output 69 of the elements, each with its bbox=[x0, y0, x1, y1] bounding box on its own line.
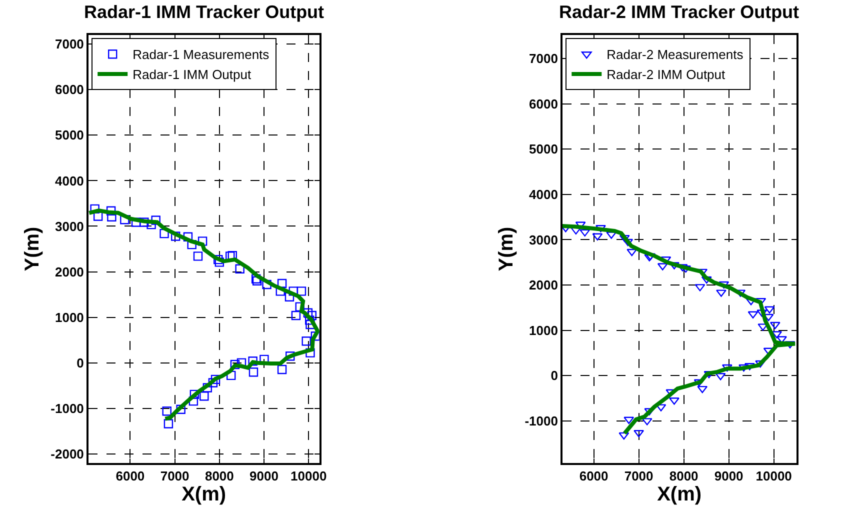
x-tick-label: 9000 bbox=[714, 468, 744, 484]
y-tick-label: 5000 bbox=[529, 142, 558, 157]
y-tick-label: 7000 bbox=[54, 36, 84, 52]
point bbox=[106, 206, 116, 216]
y-tick-label: 6000 bbox=[529, 96, 558, 112]
point bbox=[302, 336, 311, 346]
point bbox=[715, 372, 726, 380]
point bbox=[183, 232, 193, 242]
y-tick-label: -2000 bbox=[50, 446, 84, 462]
point bbox=[190, 390, 200, 400]
point bbox=[618, 432, 630, 440]
x-tick-label: 6000 bbox=[579, 468, 608, 484]
legend-label: Radar-1 IMM Output bbox=[132, 67, 252, 82]
y-tick-label: 1000 bbox=[54, 310, 84, 325]
y-tick-label: 3000 bbox=[54, 218, 84, 234]
point bbox=[770, 322, 780, 330]
x-axis-title: X(m) bbox=[182, 483, 226, 506]
point bbox=[200, 392, 209, 401]
point bbox=[198, 236, 208, 246]
point bbox=[210, 374, 220, 384]
point bbox=[592, 233, 603, 241]
point bbox=[162, 406, 172, 416]
point bbox=[306, 348, 315, 358]
y-tick-label: -1000 bbox=[50, 400, 84, 416]
y-axis-title: Y(m) bbox=[22, 226, 44, 272]
point bbox=[248, 356, 258, 366]
x-tick-label: 10000 bbox=[290, 468, 327, 484]
point bbox=[286, 352, 295, 361]
x-tick-label: 8000 bbox=[204, 468, 234, 484]
y-tick-label: 5000 bbox=[54, 128, 84, 143]
point bbox=[208, 378, 218, 388]
point bbox=[697, 386, 708, 394]
y-tick-label: 2000 bbox=[529, 278, 558, 293]
point bbox=[580, 229, 590, 237]
point bbox=[701, 276, 712, 284]
legend-label: Radar-2 Measurements bbox=[606, 47, 744, 62]
y-tick-label: 0 bbox=[76, 355, 84, 370]
point bbox=[626, 248, 638, 256]
point bbox=[93, 212, 103, 221]
y-tick-label: 6000 bbox=[54, 82, 84, 98]
y-tick-label: 3000 bbox=[529, 232, 558, 248]
y-tick-label: 4000 bbox=[529, 186, 558, 202]
x-tick-label: 7000 bbox=[624, 468, 654, 484]
legend-label: Radar-1 Measurements bbox=[132, 47, 270, 62]
x-tick-label: 9000 bbox=[250, 468, 278, 484]
y-tick-label: 1000 bbox=[529, 322, 558, 338]
x-tick-label: 7000 bbox=[160, 468, 190, 484]
point bbox=[277, 364, 287, 374]
point bbox=[669, 398, 680, 405]
point bbox=[248, 368, 258, 377]
x-tick-label: 6000 bbox=[116, 468, 145, 484]
point bbox=[296, 286, 306, 296]
point bbox=[193, 252, 203, 261]
y-tick-label: 0 bbox=[550, 368, 558, 384]
point bbox=[230, 360, 240, 370]
point bbox=[164, 419, 174, 428]
chart-title: Radar-2 IMM Tracker Output bbox=[559, 2, 800, 22]
x-tick-label: 8000 bbox=[669, 468, 698, 484]
legend-label: Radar-2 IMM Output bbox=[606, 67, 726, 82]
y-tick-label: 2000 bbox=[54, 264, 84, 280]
y-tick-label: 4000 bbox=[54, 173, 84, 188]
point bbox=[722, 364, 732, 372]
y-tick-label: 7000 bbox=[529, 51, 558, 66]
x-axis-title: X(m) bbox=[657, 483, 702, 506]
y-tick-label: -1000 bbox=[524, 413, 558, 428]
x-tick-label: 10000 bbox=[756, 468, 792, 484]
y-axis-title: Y(m) bbox=[496, 226, 518, 272]
point bbox=[291, 310, 301, 320]
chart-title: Radar-1 IMM Tracker Output bbox=[84, 2, 324, 22]
